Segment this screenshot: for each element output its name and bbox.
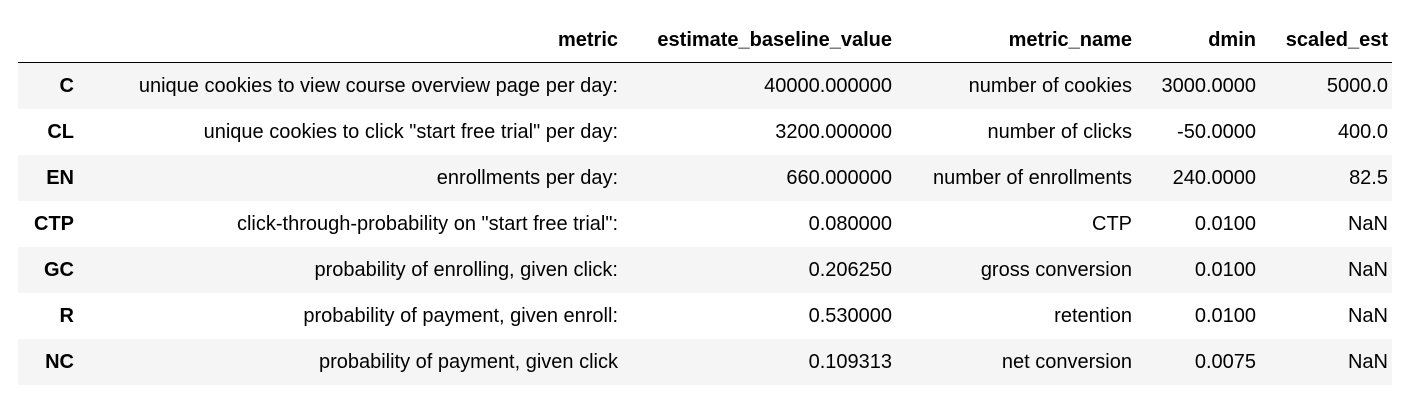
table-row: GC probability of enrolling, given click… — [18, 247, 1392, 293]
header-metric-name: metric_name — [1008, 29, 1132, 51]
cell-metric: click-through-probability on "start free… — [236, 213, 618, 235]
table-row: EN enrollments per day: 660.000000 numbe… — [18, 155, 1392, 201]
table-body: C unique cookies to view course overview… — [18, 62, 1392, 385]
header-scaled-est: scaled_est — [1285, 29, 1388, 51]
table-row: CTP click-through-probability on "start … — [18, 201, 1392, 247]
cell-metric: enrollments per day: — [436, 167, 618, 189]
cell-metric-name: number of clicks — [987, 121, 1133, 143]
cell-estimate-baseline-value: 0.080000 — [808, 213, 892, 235]
cell-dmin: 3000.0000 — [1161, 75, 1256, 97]
cell-scaled-est: 5000.0 — [1326, 75, 1388, 97]
cell-dmin: 0.0100 — [1194, 305, 1256, 327]
header-row: metric estimate_baseline_value metric_na… — [18, 18, 1392, 63]
dataframe-table: metric estimate_baseline_value metric_na… — [18, 18, 1392, 385]
header-dmin: dmin — [1208, 29, 1256, 51]
cell-dmin: 0.0075 — [1194, 351, 1256, 373]
cell-metric: unique cookies to click "start free tria… — [203, 121, 618, 143]
cell-estimate-baseline-value: 0.206250 — [808, 259, 892, 281]
cell-dmin: 0.0100 — [1194, 213, 1256, 235]
cell-dmin: -50.0000 — [1177, 121, 1256, 143]
row-index: C — [59, 75, 74, 97]
row-index: NC — [45, 351, 74, 373]
cell-estimate-baseline-value: 3200.000000 — [775, 121, 892, 143]
cell-dmin: 0.0100 — [1194, 259, 1256, 281]
row-index: R — [59, 305, 74, 327]
cell-scaled-est: 400.0 — [1337, 121, 1388, 143]
cell-metric: probability of payment, given click — [318, 351, 618, 373]
row-index: CTP — [34, 213, 74, 235]
dataframe-container: metric estimate_baseline_value metric_na… — [18, 18, 1392, 385]
cell-dmin: 240.0000 — [1172, 167, 1256, 189]
cell-scaled-est: 82.5 — [1349, 167, 1388, 189]
cell-estimate-baseline-value: 40000.000000 — [764, 75, 892, 97]
cell-scaled-est: NaN — [1347, 305, 1388, 327]
header-metric: metric — [557, 29, 618, 51]
row-index: EN — [46, 167, 74, 189]
cell-metric-name: retention — [1054, 305, 1132, 327]
table-row: CL unique cookies to click "start free t… — [18, 109, 1392, 155]
header-estimate-baseline-value: estimate_baseline_value — [657, 29, 892, 51]
header-index-cell — [18, 18, 78, 63]
cell-metric-name: number of enrollments — [933, 167, 1132, 189]
row-index: CL — [47, 121, 74, 143]
cell-scaled-est: NaN — [1347, 213, 1388, 235]
table-row: R probability of payment, given enroll: … — [18, 293, 1392, 339]
cell-estimate-baseline-value: 0.109313 — [808, 351, 892, 373]
cell-estimate-baseline-value: 660.000000 — [786, 167, 892, 189]
cell-metric: unique cookies to view course overview p… — [138, 75, 618, 97]
cell-estimate-baseline-value: 0.530000 — [808, 305, 892, 327]
cell-metric-name: number of cookies — [968, 75, 1132, 97]
cell-metric: probability of payment, given enroll: — [303, 305, 618, 327]
table-header: metric estimate_baseline_value metric_na… — [18, 18, 1392, 63]
table-row: NC probability of payment, given click 0… — [18, 339, 1392, 385]
cell-scaled-est: NaN — [1347, 351, 1388, 373]
cell-metric-name: CTP — [1092, 213, 1132, 235]
cell-metric: probability of enrolling, given click: — [314, 259, 619, 281]
row-index: GC — [44, 259, 74, 281]
cell-metric-name: gross conversion — [980, 259, 1132, 281]
cell-scaled-est: NaN — [1347, 259, 1388, 281]
cell-metric-name: net conversion — [1001, 351, 1132, 373]
table-row: C unique cookies to view course overview… — [18, 62, 1392, 109]
